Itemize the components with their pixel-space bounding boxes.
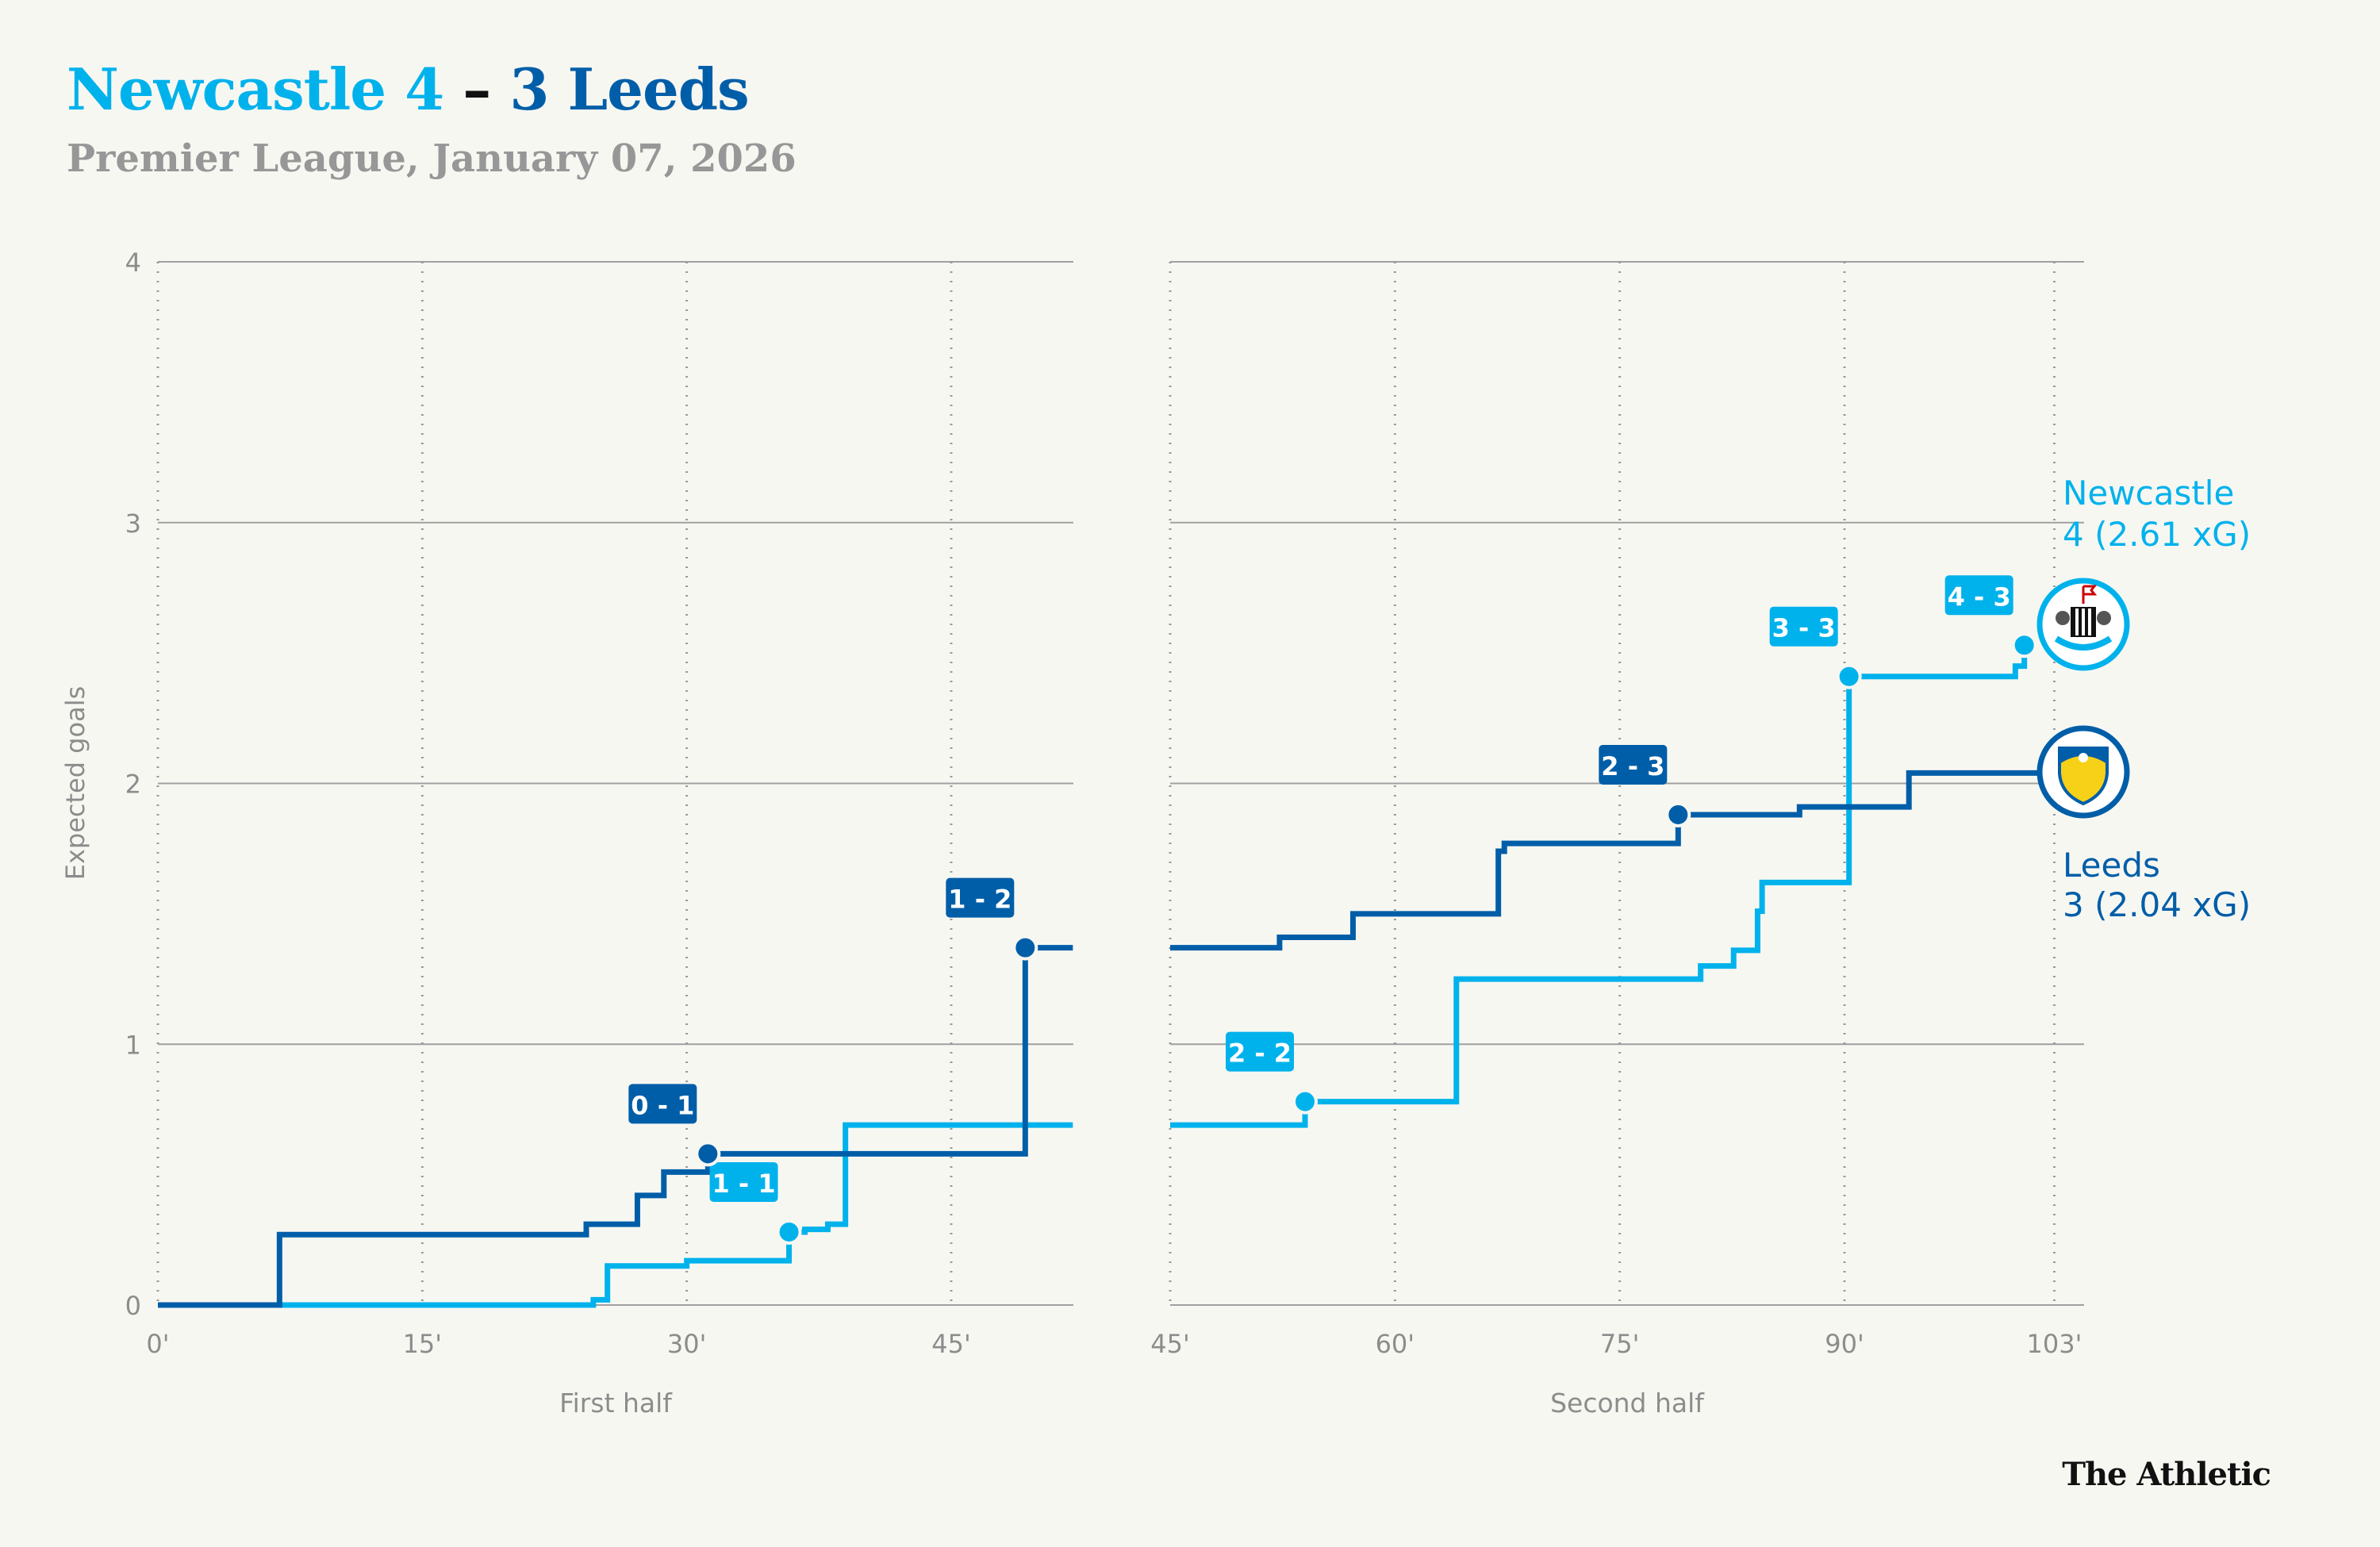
title-dash: – <box>443 56 510 123</box>
goal-marker <box>2011 632 2037 658</box>
score-badge-label: 1 - 1 <box>712 1169 776 1199</box>
score-badge-label: 1 - 2 <box>948 885 1012 915</box>
x-tick-label: 75' <box>1600 1329 1640 1359</box>
home-score: Newcastle 4 <box>67 56 444 123</box>
newcastle-xg-line <box>158 1122 1073 1308</box>
newcastle-crest-stripe-icon <box>2075 608 2079 635</box>
x-axis-label: First half <box>559 1388 673 1418</box>
y-tick-label: 2 <box>125 770 141 800</box>
newcastle-crest-seahorse-icon <box>2056 611 2070 625</box>
score-badge-label: 2 - 3 <box>1601 751 1664 781</box>
y-tick-label: 3 <box>125 509 141 539</box>
chart-subtitle: Premier League, January 07, 2026 <box>67 136 797 181</box>
x-tick-label: 45' <box>1150 1329 1190 1359</box>
score-badge-label: 2 - 2 <box>1228 1038 1292 1069</box>
x-axis-label: Second half <box>1550 1388 1705 1418</box>
leeds-xg-line <box>1170 770 2040 951</box>
score-badge <box>709 1161 778 1202</box>
goal-marker <box>695 1141 721 1167</box>
newcastle-crest-banner-icon <box>2054 635 2113 651</box>
leeds-end-label-value: 3 (2.04 xG) <box>2063 885 2251 924</box>
leeds-end-label: Leeds <box>2063 846 2160 885</box>
x-tick-label: 30' <box>667 1329 707 1359</box>
score-badge <box>946 877 1015 918</box>
brand-logo: The Athletic <box>2062 1456 2271 1493</box>
newcastle-xg-line <box>1170 645 2028 1128</box>
away-score: 3 Leeds <box>509 56 749 123</box>
x-tick-label: 90' <box>1825 1329 1864 1359</box>
chart-title: Newcastle 4 – 3 Leeds <box>67 56 750 123</box>
goal-marker <box>776 1219 802 1245</box>
newcastle-crest-flag-icon <box>2082 585 2098 604</box>
x-tick-label: 15' <box>403 1329 443 1359</box>
score-badge-label: 0 - 1 <box>631 1090 694 1120</box>
leeds-xg-line <box>158 945 1073 1308</box>
newcastle-crest-stripe-icon <box>2082 608 2085 635</box>
goal-marker <box>1292 1088 1318 1115</box>
score-badge <box>1226 1031 1294 1072</box>
score-badge-label: 4 - 3 <box>1948 582 2011 612</box>
leeds-crest-rose-icon <box>2079 753 2088 762</box>
x-tick-label: 103' <box>2027 1329 2082 1359</box>
score-badge <box>1769 606 1838 647</box>
y-tick-label: 4 <box>125 248 141 278</box>
score-badge <box>628 1084 697 1124</box>
leeds-crest-shield-icon <box>2058 747 2109 806</box>
goal-marker <box>1836 663 1862 689</box>
x-tick-label: 60' <box>1376 1329 1415 1359</box>
goal-marker <box>1012 935 1038 961</box>
newcastle-end-label-value: 4 (2.61 xG) <box>2063 515 2251 554</box>
goal-marker <box>1665 801 1691 827</box>
score-badge-label: 3 - 3 <box>1772 613 1836 643</box>
x-tick-label: 45' <box>931 1329 971 1359</box>
newcastle-crest-stripe-icon <box>2088 608 2091 635</box>
y-axis-label: Expected goals <box>60 686 90 881</box>
y-tick-label: 1 <box>125 1030 141 1060</box>
score-badge <box>1944 575 2013 616</box>
y-tick-label: 0 <box>125 1291 141 1321</box>
x-tick-label: 0' <box>146 1329 169 1359</box>
newcastle-end-label: Newcastle <box>2063 474 2234 512</box>
newcastle-crest-seahorse-icon <box>2097 611 2111 625</box>
score-badge <box>1599 744 1668 785</box>
